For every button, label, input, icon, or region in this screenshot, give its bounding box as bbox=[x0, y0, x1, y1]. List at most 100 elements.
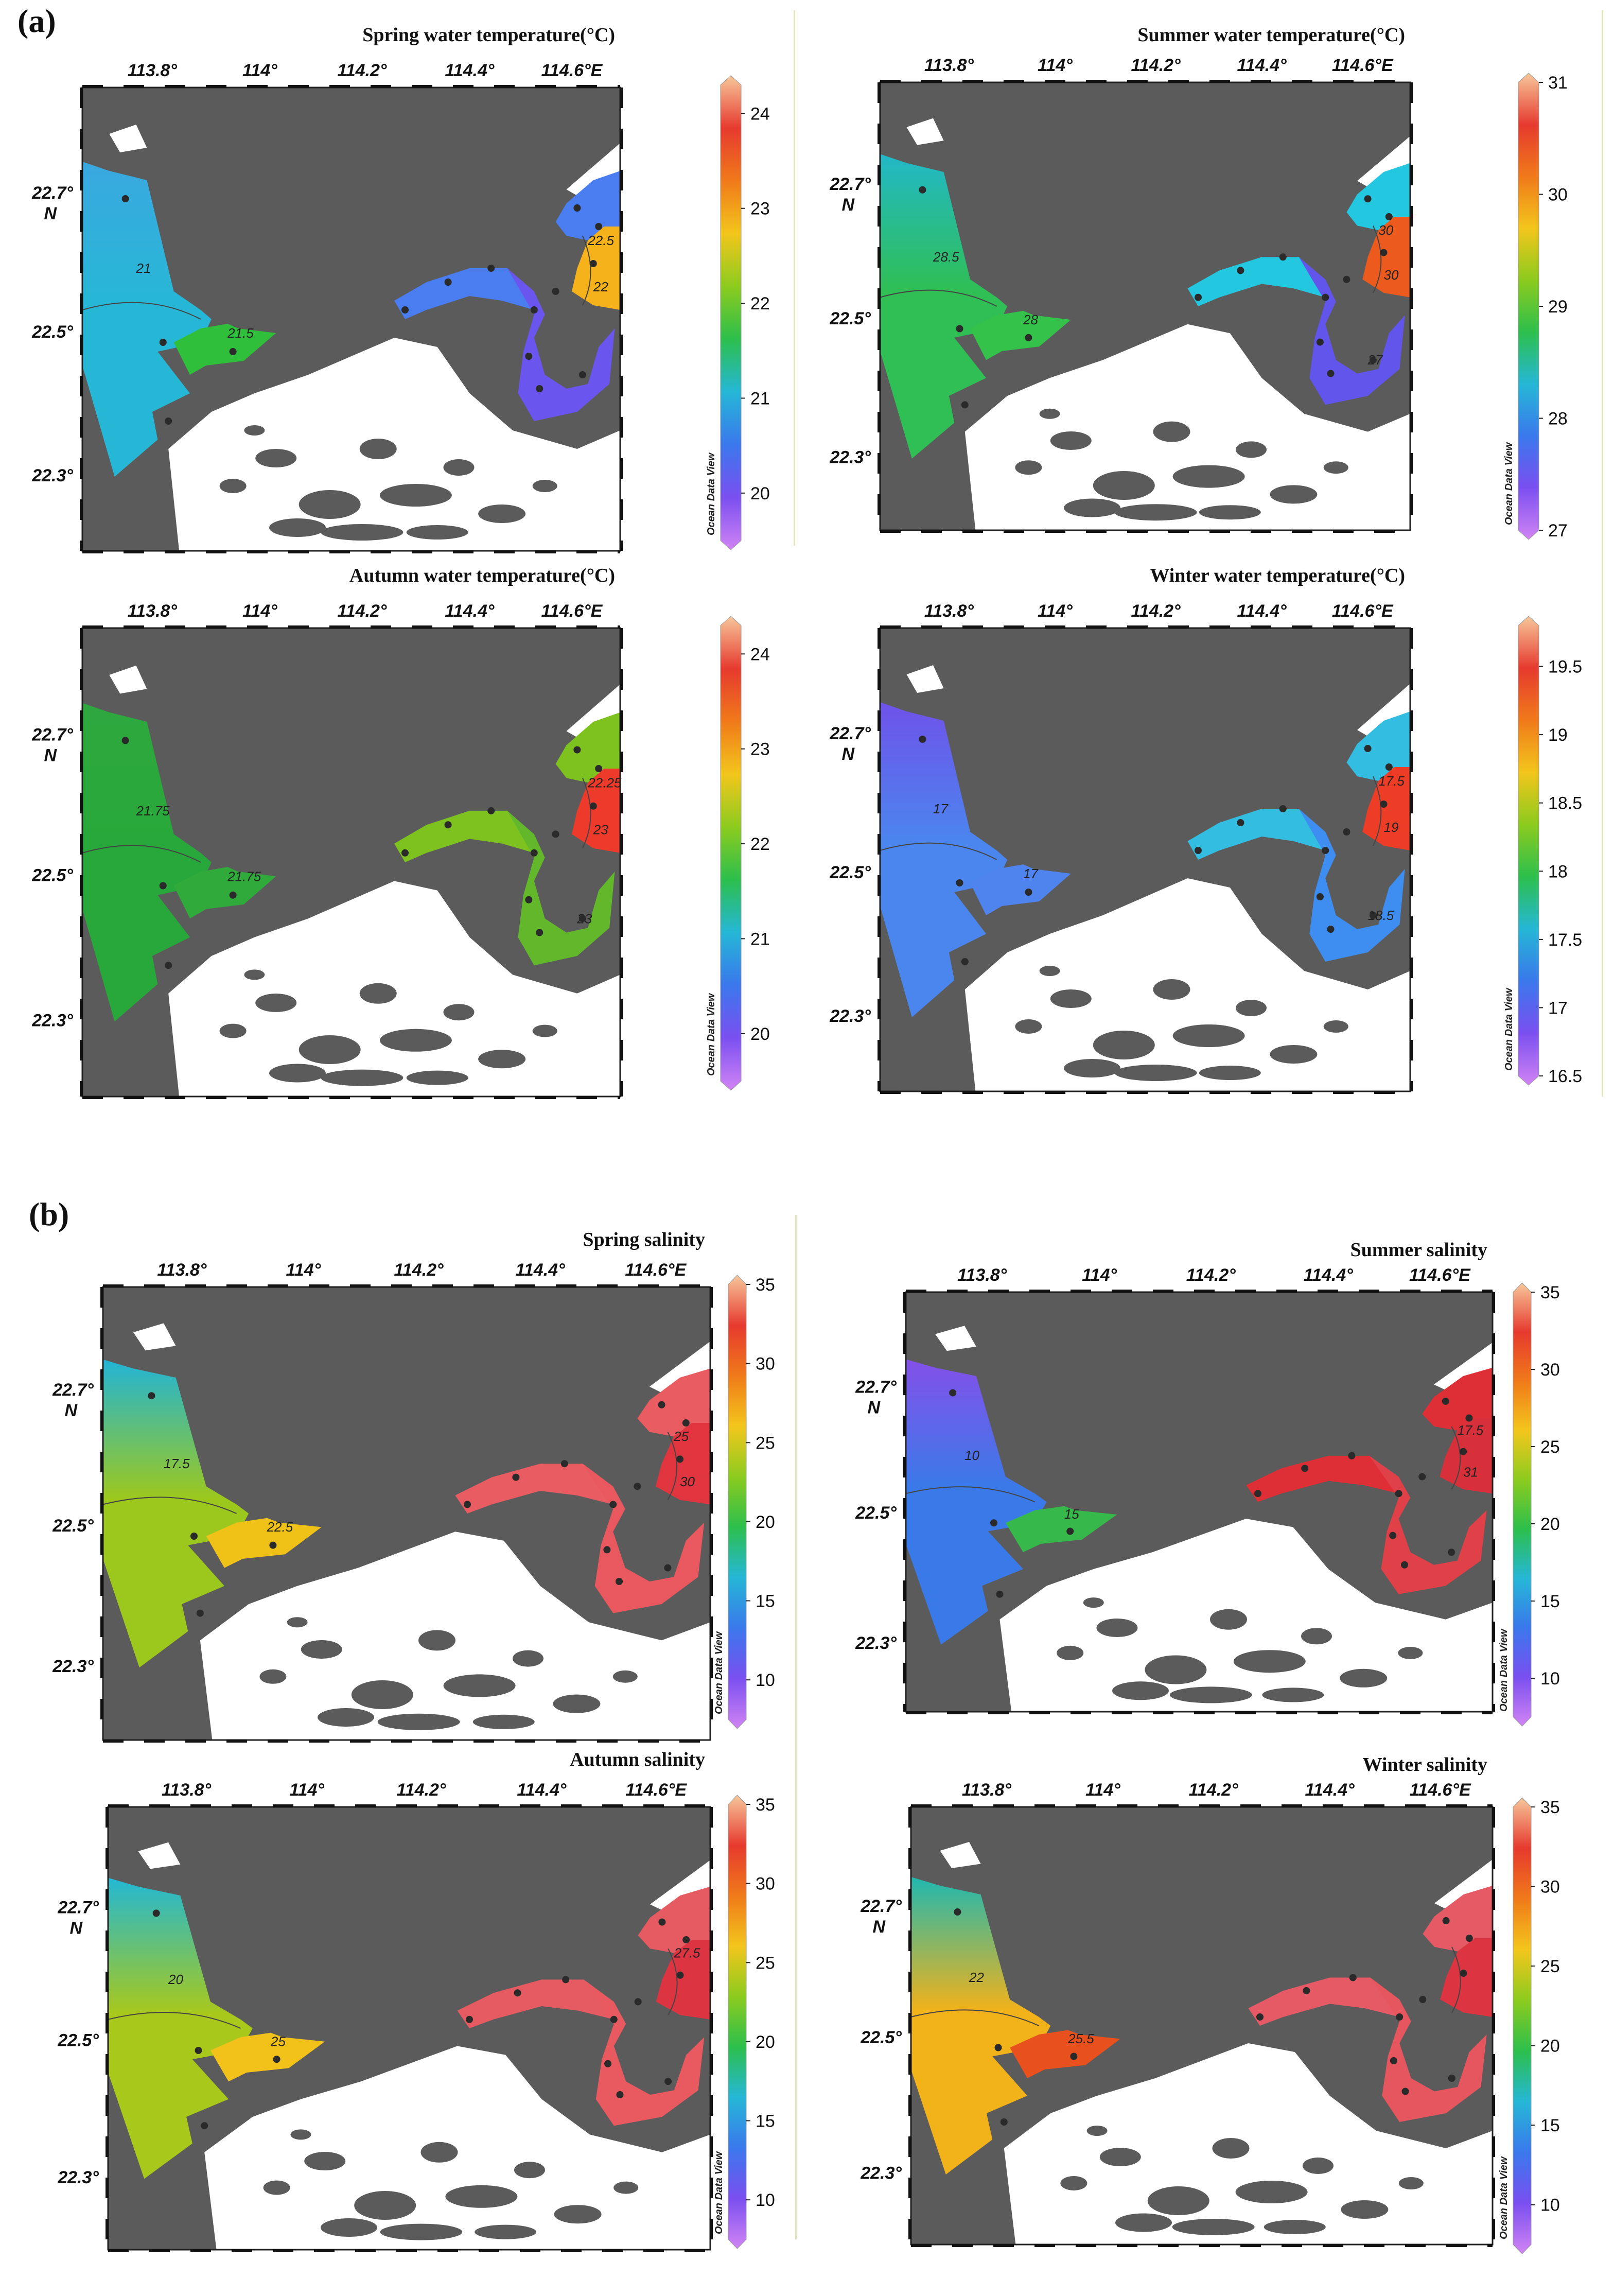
sampling-station bbox=[1448, 1549, 1455, 1556]
sea-area bbox=[906, 665, 944, 693]
northeast-bay-region bbox=[1422, 1367, 1493, 1431]
frame-tick bbox=[206, 550, 226, 553]
ocean-data-view-credit: Ocean Data View bbox=[706, 452, 717, 535]
island-shape bbox=[1172, 465, 1245, 488]
longitude-label: 113.8° bbox=[924, 56, 974, 75]
frame-tick bbox=[620, 499, 623, 520]
hotspot-region bbox=[656, 1940, 710, 2020]
deep-bay-region bbox=[210, 2032, 325, 2082]
frame-tick bbox=[371, 85, 391, 88]
frame-tick bbox=[576, 550, 597, 553]
colorbar-tick-label: 30 bbox=[756, 1874, 775, 1894]
frame-tick bbox=[1076, 2244, 1096, 2247]
frame-tick bbox=[371, 1096, 391, 1099]
frame-tick bbox=[906, 1290, 926, 1293]
frame-tick bbox=[1410, 494, 1413, 515]
colorbar-tick-label: 21 bbox=[750, 389, 770, 408]
frame-tick bbox=[288, 550, 309, 553]
ocean-data-view-credit: Ocean Data View bbox=[1498, 1628, 1510, 1712]
frame-tick bbox=[1323, 1804, 1343, 1807]
latitude-label: 22.7° bbox=[829, 175, 871, 194]
panel-title: Autumn salinity bbox=[570, 1749, 705, 1770]
colorbar-tick-label: 15 bbox=[756, 2112, 775, 2131]
contour-line bbox=[82, 845, 201, 863]
latitude-label: 22.5° bbox=[829, 863, 871, 882]
sampling-station bbox=[1254, 1490, 1261, 1498]
contour-label: 25 bbox=[270, 2033, 286, 2049]
sampling-station bbox=[401, 849, 409, 857]
island-shape bbox=[445, 2185, 518, 2208]
frame-tick bbox=[1292, 1091, 1312, 1094]
sampling-station bbox=[1343, 828, 1350, 836]
colorbar-tick-label: 23 bbox=[750, 740, 770, 759]
sampling-station bbox=[658, 1401, 665, 1408]
latitude-label: 22.5° bbox=[57, 2030, 99, 2050]
frame-tick bbox=[453, 85, 473, 88]
sampling-station bbox=[159, 339, 167, 346]
frame-tick bbox=[993, 1804, 1014, 1807]
northeast-bay-region bbox=[1346, 711, 1410, 781]
frame-tick bbox=[962, 530, 983, 533]
frame-tick bbox=[1410, 206, 1413, 227]
sampling-station bbox=[530, 306, 538, 314]
longitude-label: 114.2° bbox=[1186, 1265, 1236, 1285]
frame-tick bbox=[1318, 1711, 1338, 1714]
longitude-label: 114.6°E bbox=[541, 61, 603, 80]
sampling-station bbox=[196, 1609, 204, 1617]
frame-tick bbox=[710, 2178, 713, 2198]
frame-tick bbox=[494, 550, 515, 553]
frame-tick bbox=[620, 628, 623, 649]
frame-tick bbox=[1359, 1711, 1379, 1714]
island-shape bbox=[379, 1029, 452, 1052]
sampling-station bbox=[229, 348, 237, 355]
map-svg: 10 15 17.5 31 113.8° 114° 114.2° 114.4° 114.6°E 2… bbox=[855, 1265, 1560, 1727]
frame-tick bbox=[1492, 1416, 1495, 1436]
ocean-data-view-credit: Ocean Data View bbox=[713, 2151, 725, 2234]
frame-tick bbox=[947, 1290, 968, 1293]
sampling-station bbox=[1025, 334, 1032, 341]
sampling-station bbox=[525, 896, 533, 903]
frame-tick bbox=[350, 1740, 371, 1743]
island-shape bbox=[290, 2129, 311, 2140]
island-shape bbox=[1064, 498, 1120, 517]
frame-tick bbox=[561, 1804, 582, 1807]
sampling-station bbox=[464, 1501, 471, 1508]
frame-tick bbox=[620, 458, 623, 479]
west-estuary-region bbox=[82, 162, 212, 477]
frame-tick bbox=[1405, 1804, 1426, 1807]
frame-tick bbox=[100, 1616, 103, 1637]
island-shape bbox=[443, 1674, 516, 1697]
longitude-label: 113.8° bbox=[924, 601, 974, 621]
frame-tick bbox=[710, 1807, 713, 1828]
frame-tick bbox=[1400, 1711, 1420, 1714]
frame-tick bbox=[273, 2249, 293, 2252]
frame-tick bbox=[878, 875, 881, 896]
contour-line bbox=[667, 1432, 678, 1501]
sampling-station bbox=[552, 830, 559, 838]
frame-tick bbox=[878, 752, 881, 772]
frame-tick bbox=[106, 2219, 109, 2239]
northeast-bay-region bbox=[638, 1886, 710, 1953]
frame-tick bbox=[1209, 530, 1230, 533]
sampling-station bbox=[1343, 275, 1350, 283]
colorbar bbox=[720, 616, 742, 1091]
frame-tick bbox=[1333, 625, 1354, 629]
frame-tick bbox=[453, 625, 473, 629]
longitude-label: 113.8° bbox=[962, 1780, 1012, 1800]
frame-tick bbox=[1209, 1091, 1230, 1094]
frame-tick bbox=[288, 1096, 309, 1099]
frame-tick bbox=[921, 625, 942, 629]
frame-tick bbox=[1194, 1711, 1215, 1714]
frame-tick bbox=[329, 625, 350, 629]
frame-tick bbox=[921, 80, 942, 83]
frame-tick bbox=[710, 2136, 713, 2157]
island-shape bbox=[475, 2224, 537, 2239]
frame-tick bbox=[710, 1575, 713, 1596]
separator-line bbox=[794, 10, 795, 546]
frame-tick bbox=[878, 329, 881, 350]
sampling-station bbox=[573, 746, 581, 754]
island-shape bbox=[1083, 1597, 1104, 1608]
frame-tick bbox=[1410, 1040, 1413, 1060]
sampling-station bbox=[487, 265, 495, 272]
contour-label: 21.75 bbox=[227, 868, 261, 884]
